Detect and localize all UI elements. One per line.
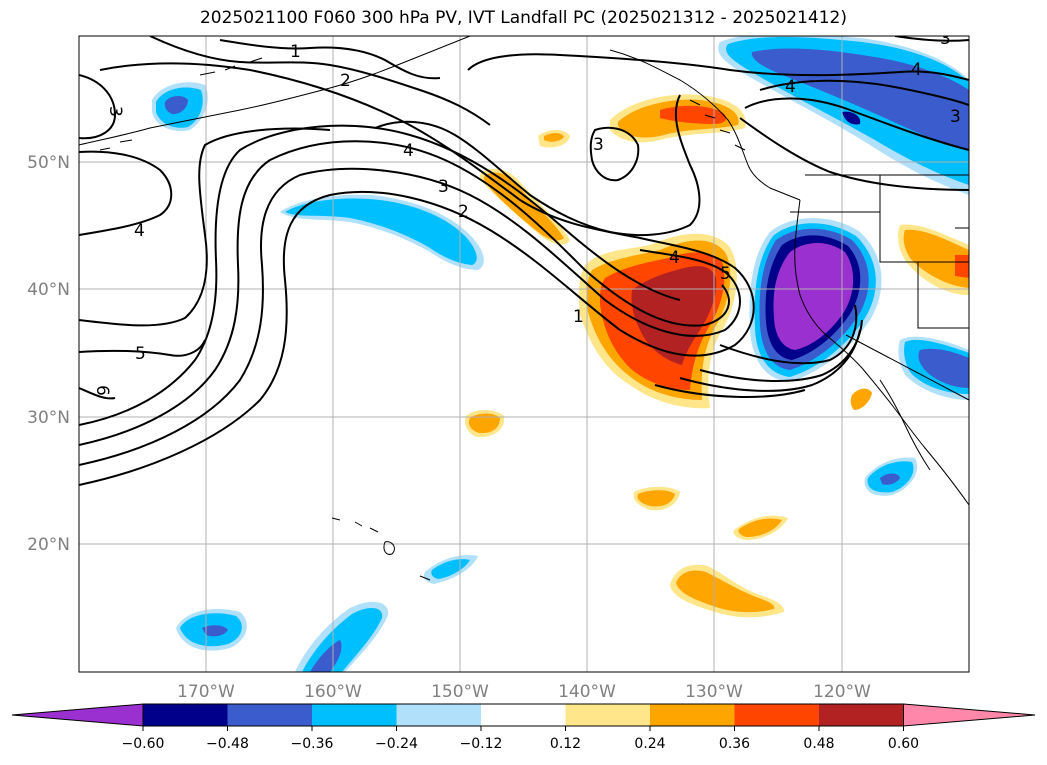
- colorbar-segment: [143, 704, 228, 726]
- pv-contour-labels: 1 2 3 4 3 4 4 3 2 1 4 5 5 6 4 3 3: [92, 29, 961, 396]
- lon-label: 150°W: [431, 682, 489, 702]
- pv-contour-label: 4: [669, 248, 680, 268]
- lat-label: 40°N: [27, 280, 70, 300]
- colorbar-segment: [396, 704, 482, 726]
- map-title: 2025021100 F060 300 hPa PV, IVT Landfall…: [199, 8, 847, 28]
- colorbar-segment: [734, 704, 820, 726]
- colorbar-segment: [481, 704, 566, 726]
- coastlines: [79, 36, 969, 581]
- pv-contour-label: 3: [940, 29, 951, 49]
- lon-label: 160°W: [304, 682, 362, 702]
- pv-contour-label: 2: [458, 202, 469, 222]
- pv-contour-label: 4: [403, 141, 414, 161]
- colorbar-tick-label: −0.24: [375, 736, 418, 752]
- pv-contour-label: 3: [438, 177, 449, 197]
- map-plot-area: 1 2 3 4 3 4 4 3 2 1 4 5 5 6 4 3 3: [79, 29, 969, 672]
- colorbar-tick-label: 0.36: [719, 736, 750, 752]
- pv-contour-label: 2: [340, 71, 351, 91]
- colorbar-extend-left: [11, 703, 144, 727]
- colorbar-tick-label: −0.60: [122, 736, 165, 752]
- colorbar-tick-label: 0.60: [888, 736, 919, 752]
- colorbar-segment: [650, 704, 735, 726]
- pv-contour-label: 3: [105, 106, 125, 117]
- lon-label: 170°W: [177, 682, 235, 702]
- pv-contour-label: 5: [720, 264, 731, 284]
- negative-anomaly-fills: [152, 36, 969, 672]
- lon-label: 140°W: [558, 682, 616, 702]
- pv-contour-label: 3: [593, 135, 604, 155]
- pv-contour-label: 4: [134, 221, 145, 241]
- pv-contour-label: 1: [290, 42, 301, 62]
- colorbar-tick-label: −0.36: [291, 736, 334, 752]
- pv-contours: [79, 36, 969, 486]
- colorbar-segment: [565, 704, 651, 726]
- colorbar-tick-label: −0.12: [460, 736, 503, 752]
- pv-contour-label: 4: [785, 77, 796, 97]
- lat-label: 30°N: [27, 408, 70, 428]
- colorbar-extend-right: [903, 703, 1036, 727]
- pv-contour-label: 6: [92, 385, 112, 396]
- pv-contour-label: 1: [573, 307, 584, 327]
- longitude-labels: 170°W 160°W 150°W 140°W 130°W 120°W: [177, 682, 871, 702]
- pv-contour-label: 3: [950, 107, 961, 127]
- colorbar-segment: [227, 704, 313, 726]
- latitude-labels: 50°N 40°N 30°N 20°N: [27, 153, 70, 555]
- colorbar-segment: [312, 704, 397, 726]
- colorbar-tick-label: 0.24: [634, 736, 665, 752]
- colorbar-tick-label: −0.48: [206, 736, 249, 752]
- colorbar: −0.60 −0.48 −0.36 −0.24 −0.12 0.12 0.24 0.36 0.4…: [11, 703, 1036, 752]
- map-frame: [78, 35, 970, 673]
- lon-label: 130°W: [685, 682, 743, 702]
- pv-contour-label: 4: [911, 60, 922, 80]
- lon-label: 120°W: [813, 682, 871, 702]
- colorbar-segment: [819, 704, 904, 726]
- colorbar-tick-label: 0.48: [803, 736, 834, 752]
- pv-contour-label: 5: [135, 344, 146, 364]
- colorbar-tick-label: 0.12: [550, 736, 581, 752]
- lat-label: 50°N: [27, 153, 70, 173]
- colorbar-frame: [142, 703, 904, 727]
- lat-label: 20°N: [27, 535, 70, 555]
